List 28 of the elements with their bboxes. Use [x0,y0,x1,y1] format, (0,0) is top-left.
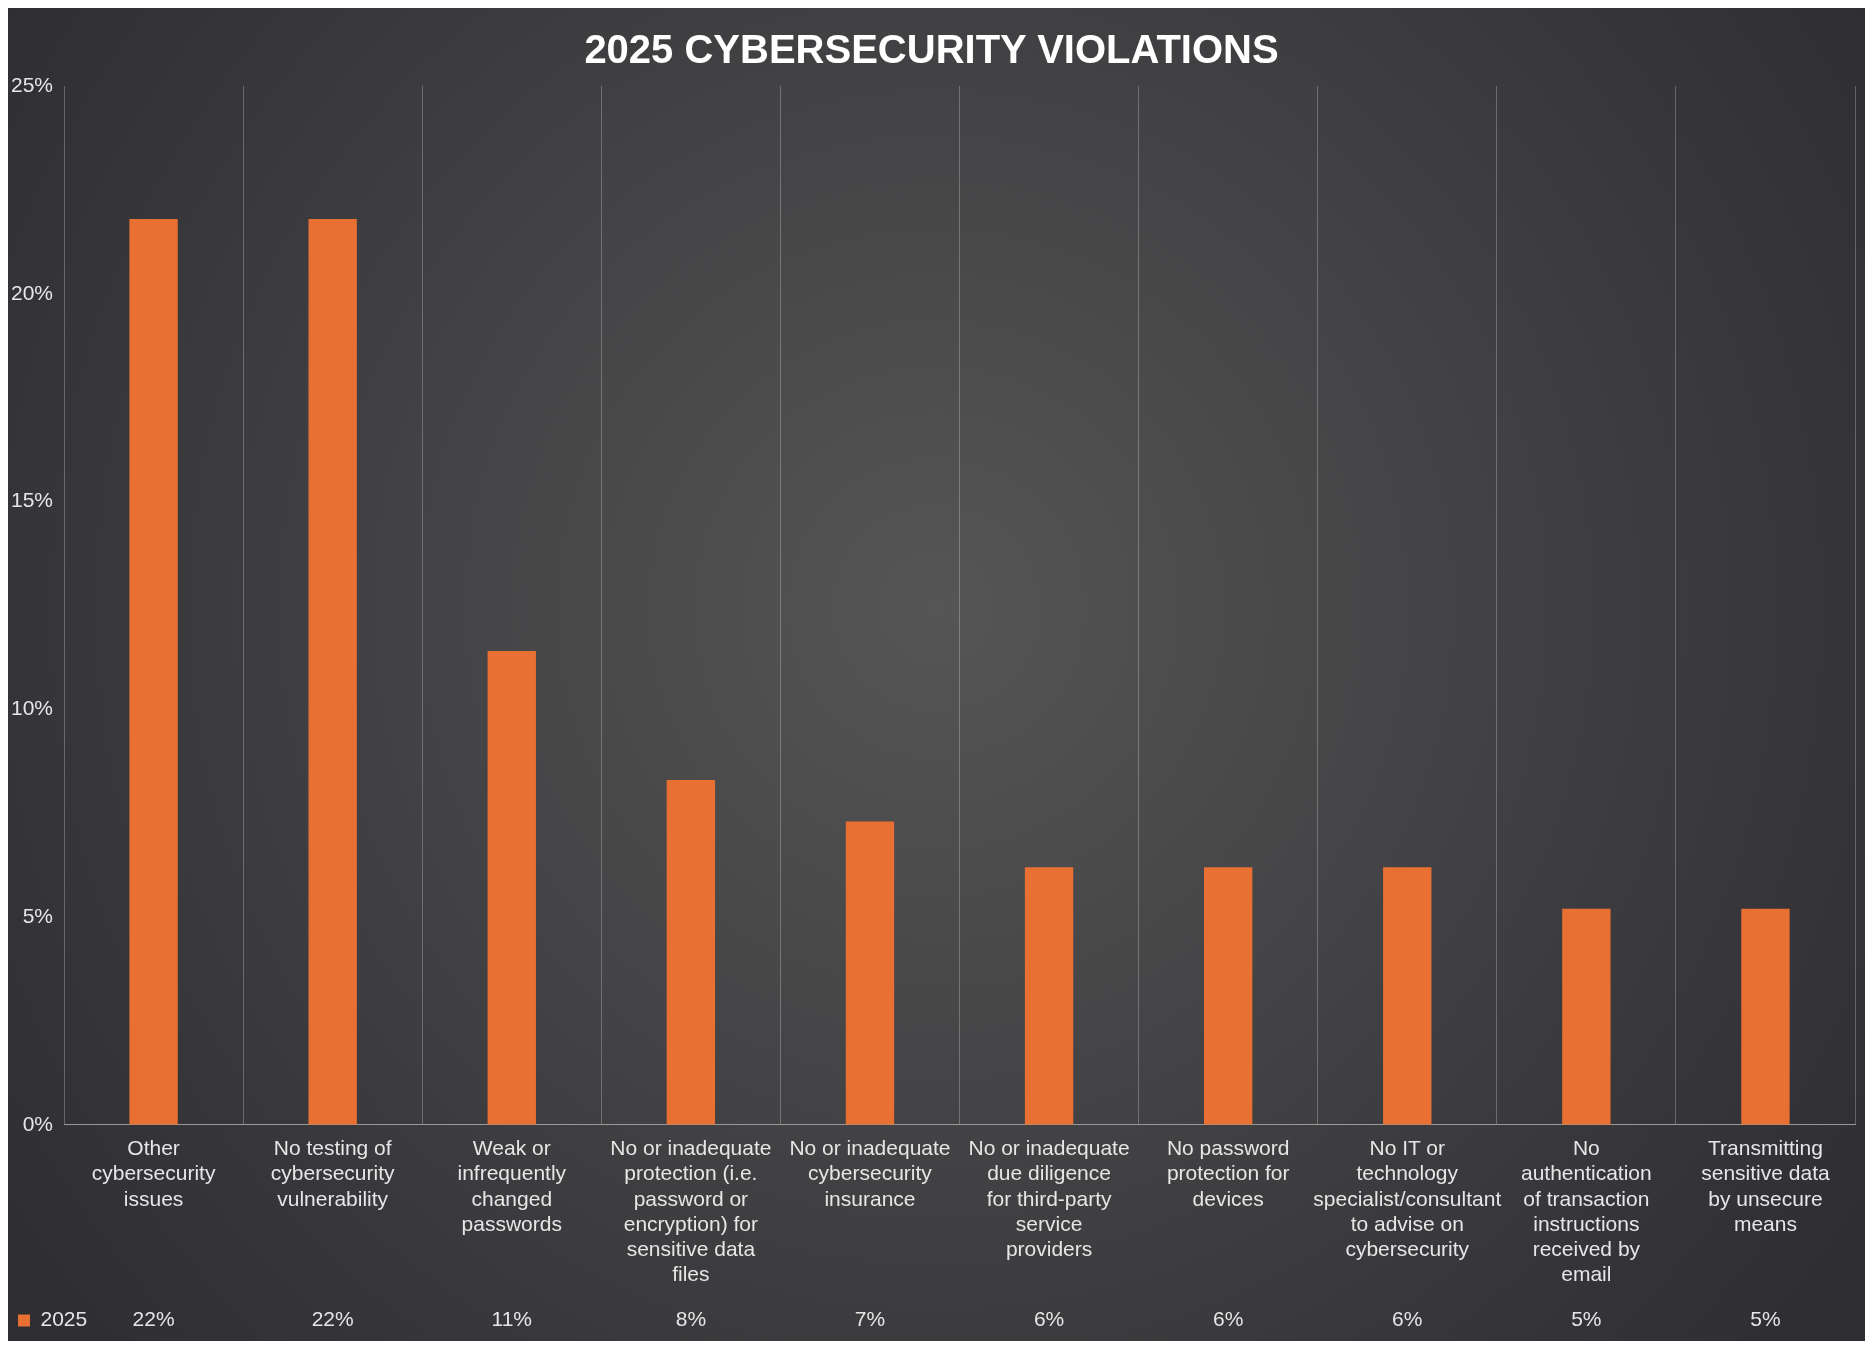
x-tick-label: No authentication of transaction instructions received by email [1520,1136,1652,1286]
y-tick-label: 15% [11,488,54,512]
chart-title: 2025 CYBERSECURITY VIOLATIONS [584,27,1279,72]
data-label: 7% [854,1307,886,1331]
x-tick-label: No testing of cybersecurity vulnerability [270,1136,396,1210]
x-tick-label: Transmitting sensitive data by unsecure means [1701,1136,1830,1235]
x-tick-label: No or inadequate cybersecurity insurance [789,1136,951,1210]
data-label: 22% [132,1307,175,1331]
x-tick-label: Weak or infrequently changed passwords [457,1136,567,1235]
y-tick-label: 5% [22,903,54,927]
legend-label: 2025 [40,1307,88,1331]
y-tick-label: 0% [22,1111,54,1135]
data-label: 6% [1033,1307,1065,1331]
data-label: 6% [1392,1307,1423,1331]
x-tick-label: No password protection for devices [1166,1136,1290,1210]
x-tick-label: No IT or technology specialist/consultant to advise on cybersecurity [1313,1136,1502,1260]
x-tick-label: No or inadequate due diligence for third-party service providers [968,1136,1130,1260]
data-label: 8% [675,1307,707,1331]
y-tick-label: 25% [11,72,54,96]
x-tick-label: Other cybersecurity issues [91,1136,216,1210]
y-tick-label: 20% [11,280,54,304]
data-label: 6% [1212,1307,1244,1331]
x-tick-label: No or inadequate protection (i.e. password or encryption) for sensitive data files [610,1136,772,1286]
data-label: 11% [491,1307,533,1331]
data-label: 5% [1571,1307,1602,1331]
data-label: 22% [311,1307,354,1331]
data-label: 5% [1750,1307,1781,1331]
y-tick-label: 10% [11,696,54,720]
